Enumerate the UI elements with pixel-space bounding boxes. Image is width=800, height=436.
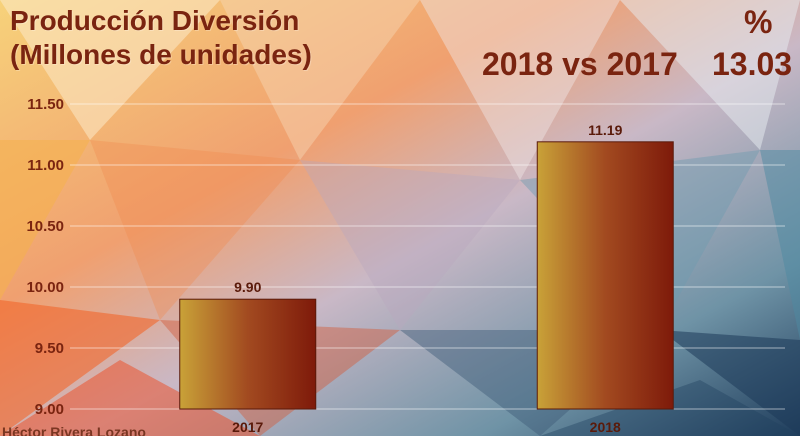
data-label-2017: 9.90	[234, 279, 261, 295]
y-tick-label: 10.00	[26, 279, 64, 296]
chart-title-line1: Producción Diversión	[10, 5, 300, 36]
author-credit: Héctor Rivera Lozano	[2, 424, 146, 436]
category-label-2018: 2018	[590, 419, 621, 435]
bar-2018	[536, 141, 674, 410]
data-label-2018: 11.19	[588, 122, 622, 138]
y-tick-label: 9.00	[35, 401, 64, 418]
y-axis-ticks: 9.00 9.50 10.00 10.50 11.00 11.50	[26, 96, 64, 418]
comparison-label: 2018 vs 2017	[482, 46, 678, 82]
y-tick-label: 11.00	[27, 157, 64, 174]
chart-title: Producción Diversión (Millones de unidad…	[10, 4, 312, 72]
percent-change-value: 13.03	[712, 46, 793, 82]
data-labels: 9.90 11.19	[234, 122, 622, 295]
y-tick-label: 9.50	[35, 340, 64, 357]
y-tick-label: 11.50	[27, 96, 64, 113]
category-label-2017: 2017	[232, 419, 263, 435]
chart-title-line2: (Millones de unidades)	[10, 39, 312, 70]
percent-symbol: %	[744, 4, 773, 40]
y-tick-label: 10.50	[26, 218, 64, 235]
gridlines	[70, 103, 785, 410]
category-labels: 2017 2018	[232, 419, 621, 435]
bars	[179, 141, 674, 410]
bar-2017	[179, 298, 317, 410]
